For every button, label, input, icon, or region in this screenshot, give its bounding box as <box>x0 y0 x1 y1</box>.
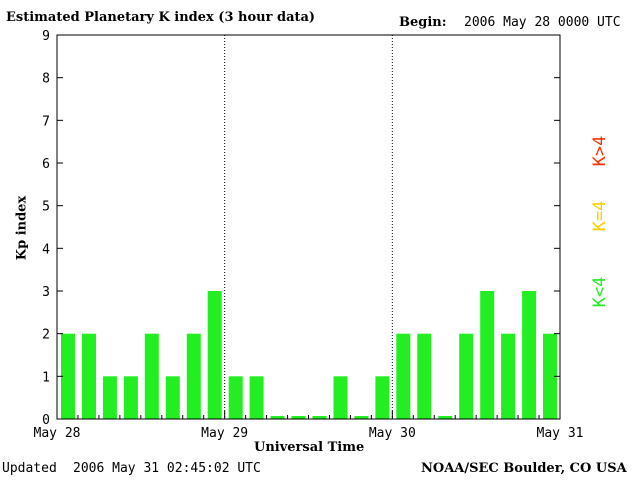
kp-bar-14 <box>354 416 369 419</box>
legend-k-high: K>4 <box>590 135 610 167</box>
kp-bar-1 <box>82 333 96 419</box>
kp-bar-0 <box>61 333 75 419</box>
chart-title: Estimated Planetary K index (3 hour data… <box>6 10 316 25</box>
kp-bar-15 <box>375 376 390 419</box>
x-tick-label-2: May 30 <box>369 426 416 441</box>
kp-bar-4 <box>144 333 159 419</box>
x-tick-label-3: May 31 <box>537 426 584 441</box>
legend-k-low: K<4 <box>590 276 610 308</box>
y-tick-label-3: 3 <box>42 285 50 300</box>
y-tick-label-4: 4 <box>42 242 50 257</box>
updated-label: Updated <box>2 461 57 476</box>
x-axis-label: Universal Time <box>254 440 365 455</box>
kp-bar-13 <box>333 376 348 419</box>
y-tick-label-2: 2 <box>42 328 50 343</box>
x-ticks-group: May 28 May 29 May 30 May 31 <box>34 411 584 441</box>
kp-bar-16 <box>396 333 411 419</box>
kp-bar-3 <box>123 376 138 419</box>
kp-bar-23 <box>543 333 557 419</box>
kp-bar-21 <box>501 333 516 419</box>
kp-bar-17 <box>417 333 432 419</box>
y-axis-label: Kp index <box>14 195 30 261</box>
begin-label: Begin: <box>399 15 447 30</box>
credit-text: NOAA/SEC Boulder, CO USA <box>421 461 627 476</box>
y-tick-label-0: 0 <box>42 413 50 428</box>
x-tick-label-0: May 28 <box>34 426 81 441</box>
legend-k-equal: K=4 <box>590 200 610 232</box>
y-tick-label-6: 6 <box>42 157 50 172</box>
y-tick-label-1: 1 <box>42 370 50 385</box>
kp-bar-8 <box>228 376 243 419</box>
plot-frame <box>56 34 561 420</box>
kp-bar-5 <box>165 376 180 419</box>
x-tick-label-1: May 29 <box>201 426 248 441</box>
bars-group <box>61 291 557 419</box>
begin-value: 2006 May 28 0000 UTC <box>464 15 621 30</box>
kp-bar-10 <box>270 416 285 419</box>
kp-bar-6 <box>186 333 201 419</box>
y-tick-label-9: 9 <box>42 29 50 44</box>
y-ticks-group: 0 1 2 3 4 5 6 7 8 9 <box>42 29 560 428</box>
day-separators-group <box>224 35 393 419</box>
kp-bar-7 <box>207 291 222 419</box>
kp-bar-20 <box>480 291 495 419</box>
y-tick-label-8: 8 <box>42 72 50 87</box>
updated-value: 2006 May 31 02:45:02 UTC <box>73 461 261 476</box>
kp-bar-19 <box>459 333 474 419</box>
y-tick-label-5: 5 <box>42 200 50 215</box>
kp-bar-11 <box>291 416 306 419</box>
kp-bar-22 <box>522 291 537 419</box>
kp-bar-2 <box>102 376 117 419</box>
kp-bar-12 <box>312 416 327 419</box>
kp-bar-9 <box>249 376 264 419</box>
y-tick-label-7: 7 <box>42 114 50 129</box>
kp-bar-18 <box>438 416 453 419</box>
